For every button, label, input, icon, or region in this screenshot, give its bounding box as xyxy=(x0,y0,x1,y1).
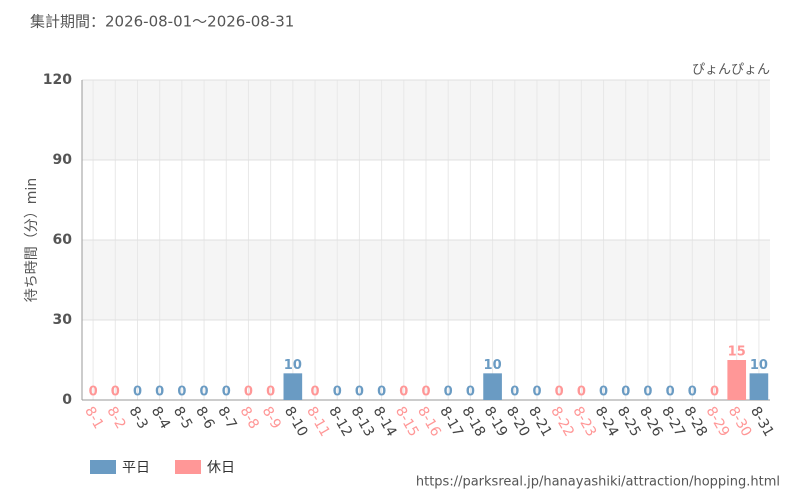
chart-subtitle: ぴょんぴょん xyxy=(692,63,770,78)
data-label: 0 xyxy=(666,385,675,400)
y-tick-label: 30 xyxy=(53,312,73,328)
data-label: 0 xyxy=(577,385,586,400)
bar xyxy=(283,373,303,400)
legend-swatch xyxy=(90,460,116,474)
x-tick-label: 8-2 xyxy=(103,404,128,432)
legend-label: 平日 xyxy=(122,460,150,476)
y-tick-label: 90 xyxy=(53,152,73,168)
x-tick-label: 8-9 xyxy=(259,404,284,432)
x-tick-label: 8-31 xyxy=(747,404,777,440)
data-label: 0 xyxy=(466,385,475,400)
data-label: 10 xyxy=(484,358,502,373)
data-label: 15 xyxy=(728,345,746,360)
data-label: 0 xyxy=(311,385,320,400)
data-label: 0 xyxy=(155,385,164,400)
data-label: 0 xyxy=(710,385,719,400)
data-label: 0 xyxy=(222,385,231,400)
data-label: 0 xyxy=(333,385,342,400)
data-label: 0 xyxy=(399,385,408,400)
bar xyxy=(483,373,502,400)
legend-swatch xyxy=(175,460,201,474)
data-label: 0 xyxy=(266,385,275,400)
y-axis-label: 待ち時間（分）min xyxy=(24,178,40,302)
data-label: 0 xyxy=(89,385,98,400)
y-tick-label: 120 xyxy=(43,72,72,88)
x-tick-label: 8-8 xyxy=(237,404,262,432)
data-label: 0 xyxy=(444,385,453,400)
x-tick-label: 8-7 xyxy=(214,404,239,432)
data-label: 0 xyxy=(177,385,186,400)
x-tick-label: 8-6 xyxy=(192,404,217,432)
data-label: 0 xyxy=(688,385,697,400)
data-label: 0 xyxy=(244,385,253,400)
bar xyxy=(749,373,769,400)
source: https://parksreal.jp/hanayashiki/attract… xyxy=(416,475,780,490)
data-label: 0 xyxy=(421,385,430,400)
data-label: 0 xyxy=(200,385,209,400)
data-label: 10 xyxy=(750,358,768,373)
x-tick-label: 8-4 xyxy=(148,404,173,432)
y-tick-label: 60 xyxy=(53,232,73,248)
bar xyxy=(727,360,747,400)
data-label: 0 xyxy=(510,385,519,400)
x-tick-label: 8-1 xyxy=(81,404,106,432)
chart-title: 集計期間：2026-08-01～2026-08-31 xyxy=(30,13,294,31)
data-label: 0 xyxy=(111,385,120,400)
data-label: 0 xyxy=(355,385,364,400)
data-label: 0 xyxy=(377,385,386,400)
data-label: 10 xyxy=(284,358,302,373)
legend-label: 休日 xyxy=(207,460,235,476)
y-tick-label: 0 xyxy=(62,392,72,408)
data-label: 0 xyxy=(621,385,630,400)
data-label: 0 xyxy=(133,385,142,400)
x-tick-label: 8-5 xyxy=(170,404,195,432)
data-label: 0 xyxy=(643,385,652,400)
data-label: 0 xyxy=(555,385,564,400)
data-label: 0 xyxy=(532,385,541,400)
data-label: 0 xyxy=(599,385,608,400)
x-tick-label: 8-3 xyxy=(126,404,151,432)
